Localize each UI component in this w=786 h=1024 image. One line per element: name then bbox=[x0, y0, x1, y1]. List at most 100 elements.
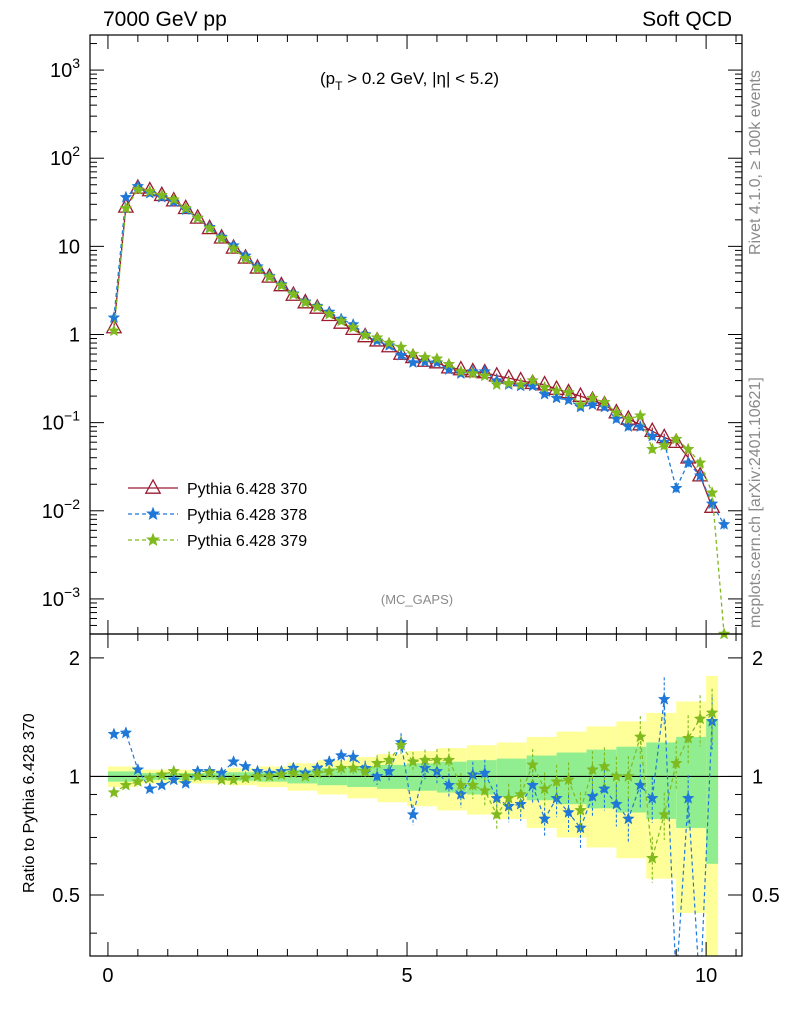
data-point-379 bbox=[657, 438, 671, 451]
y-tick-label: 103 bbox=[50, 55, 80, 82]
y-tick-label: 10−2 bbox=[42, 496, 80, 523]
data-point-379 bbox=[562, 385, 575, 398]
ratio-point-379 bbox=[322, 764, 336, 777]
ratio-point-379 bbox=[478, 784, 492, 797]
data-point-379 bbox=[514, 377, 528, 391]
ratio-point-379 bbox=[155, 768, 169, 781]
data-point-379 bbox=[179, 201, 193, 214]
data-point-379 bbox=[203, 221, 216, 234]
data-point-379 bbox=[119, 201, 133, 214]
header-left: 7000 GeV pp bbox=[103, 8, 227, 31]
ratio-point-378 bbox=[586, 789, 599, 802]
ratio-point-378 bbox=[671, 976, 682, 987]
data-point-379 bbox=[275, 278, 288, 291]
data-point-378 bbox=[586, 398, 599, 411]
ratio-point-379 bbox=[562, 773, 575, 786]
y-tick-label: 10−3 bbox=[42, 584, 80, 611]
ratio-point-379 bbox=[143, 771, 157, 784]
data-point-378 bbox=[526, 379, 539, 392]
ratio-point-379 bbox=[669, 756, 683, 769]
mc-error-band-inner bbox=[646, 742, 677, 819]
ratio-point-379 bbox=[633, 730, 647, 743]
ratio-point-379 bbox=[167, 764, 181, 777]
data-point-370 bbox=[392, 344, 410, 360]
mc-error-band-inner bbox=[706, 718, 719, 864]
data-point-378 bbox=[119, 190, 133, 203]
data-point-379 bbox=[502, 376, 516, 389]
data-point-379 bbox=[538, 380, 551, 393]
ratio-point-379 bbox=[418, 753, 432, 766]
ratio-point-379 bbox=[705, 706, 719, 719]
ratio-point-378 bbox=[143, 782, 157, 795]
ratio-point-378 bbox=[681, 791, 695, 804]
ratio-point-378 bbox=[610, 797, 623, 810]
data-point-378 bbox=[717, 517, 731, 530]
ratio-point-379 bbox=[394, 738, 408, 751]
ratio-point-379 bbox=[382, 753, 396, 766]
ratio-point-379 bbox=[334, 761, 348, 774]
mc-error-band-inner bbox=[496, 758, 527, 797]
data-point-379 bbox=[478, 369, 492, 382]
ratio-point-379 bbox=[310, 766, 324, 779]
cut-suffix: > 0.2 GeV, |η| < 5.2) bbox=[342, 69, 499, 88]
ratio-point-378 bbox=[442, 778, 456, 791]
ratio-point-378 bbox=[346, 750, 360, 763]
ratio-point-378 bbox=[694, 988, 705, 999]
ratio-point-379 bbox=[526, 758, 539, 771]
ratio-point-379 bbox=[430, 753, 444, 766]
ratio-curves bbox=[107, 677, 719, 999]
ratio-point-379 bbox=[215, 773, 228, 786]
ratio-point-379 bbox=[119, 778, 133, 791]
ratio-line-379 bbox=[113, 712, 713, 859]
ratio-point-379 bbox=[251, 769, 264, 782]
ratio-point-379 bbox=[466, 778, 480, 791]
x-tick-label: 5 bbox=[401, 965, 412, 987]
legend-entry: Pythia 6.428 370 bbox=[187, 481, 307, 498]
ratio-point-379 bbox=[657, 807, 671, 821]
ratio-point-378 bbox=[478, 766, 492, 779]
data-point-379 bbox=[454, 364, 468, 377]
data-point-379 bbox=[334, 314, 348, 327]
data-point-379 bbox=[621, 412, 635, 425]
ratio-point-379 bbox=[370, 756, 384, 769]
ratio-point-379 bbox=[275, 768, 288, 781]
data-point-370 bbox=[703, 497, 721, 513]
series-line-1 bbox=[113, 185, 725, 525]
ratio-point-379 bbox=[179, 769, 193, 782]
data-point-378 bbox=[442, 362, 456, 375]
legend-marker bbox=[144, 478, 162, 494]
ratio-point-378 bbox=[131, 763, 145, 776]
data-point-379 bbox=[574, 398, 587, 411]
ratio-point-378 bbox=[406, 807, 420, 821]
ratio-point-378 bbox=[382, 764, 396, 777]
ratio-point-379 bbox=[454, 778, 468, 791]
ratio-y-tick-label-left: 2 bbox=[69, 648, 80, 670]
cut-annotation: (pT > 0.2 GeV, |η| < 5.2) bbox=[320, 69, 499, 93]
ratio-point-379 bbox=[239, 771, 252, 784]
legend-entry: Pythia 6.428 379 bbox=[187, 533, 307, 550]
data-point-379 bbox=[705, 486, 719, 499]
ratio-point-379 bbox=[203, 766, 216, 779]
data-point-378 bbox=[394, 348, 408, 361]
ratio-point-379 bbox=[263, 769, 276, 782]
data-point-378 bbox=[681, 456, 695, 469]
data-point-379 bbox=[669, 432, 683, 445]
ratio-y-tick-label-right: 2 bbox=[752, 648, 763, 670]
data-point-379 bbox=[490, 377, 504, 391]
ratio-point-378 bbox=[574, 821, 587, 834]
ratio-point-378 bbox=[107, 727, 121, 740]
data-point-379 bbox=[143, 184, 157, 197]
ratio-point-379 bbox=[514, 787, 528, 800]
data-point-378 bbox=[621, 420, 635, 433]
data-point-379 bbox=[191, 211, 205, 224]
ratio-point-379 bbox=[598, 759, 611, 772]
ratio-point-378 bbox=[334, 748, 348, 761]
ratio-point-379 bbox=[645, 851, 659, 864]
data-point-379 bbox=[466, 366, 480, 380]
data-point-378 bbox=[550, 391, 563, 404]
data-point-379 bbox=[693, 456, 707, 469]
ratio-point-378 bbox=[239, 759, 252, 772]
data-point-379 bbox=[370, 331, 384, 344]
data-point-378 bbox=[418, 355, 432, 368]
